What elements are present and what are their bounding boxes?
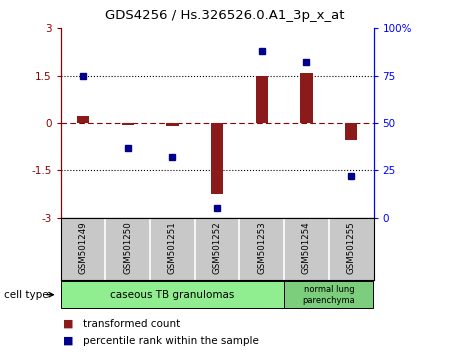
Bar <box>61 281 284 308</box>
Text: GSM501250: GSM501250 <box>123 221 132 274</box>
Text: transformed count: transformed count <box>83 319 180 329</box>
Bar <box>77 116 90 123</box>
Bar <box>211 123 223 194</box>
Bar <box>122 123 134 125</box>
Text: GSM501253: GSM501253 <box>257 221 266 274</box>
Bar <box>166 123 179 126</box>
Bar <box>284 281 374 308</box>
Text: GSM501254: GSM501254 <box>302 221 311 274</box>
Text: GSM501249: GSM501249 <box>79 221 88 274</box>
Bar <box>345 123 357 141</box>
Text: percentile rank within the sample: percentile rank within the sample <box>83 336 259 346</box>
Text: GSM501251: GSM501251 <box>168 221 177 274</box>
Bar <box>300 73 313 123</box>
Text: normal lung
parenchyma: normal lung parenchyma <box>302 285 355 305</box>
Text: GSM501252: GSM501252 <box>212 221 221 274</box>
Text: caseous TB granulomas: caseous TB granulomas <box>110 290 234 300</box>
Text: ■: ■ <box>63 319 73 329</box>
Text: cell type: cell type <box>4 290 49 300</box>
Text: GSM501255: GSM501255 <box>346 221 356 274</box>
Text: ■: ■ <box>63 336 73 346</box>
Bar <box>256 76 268 123</box>
Text: GDS4256 / Hs.326526.0.A1_3p_x_at: GDS4256 / Hs.326526.0.A1_3p_x_at <box>105 9 345 22</box>
